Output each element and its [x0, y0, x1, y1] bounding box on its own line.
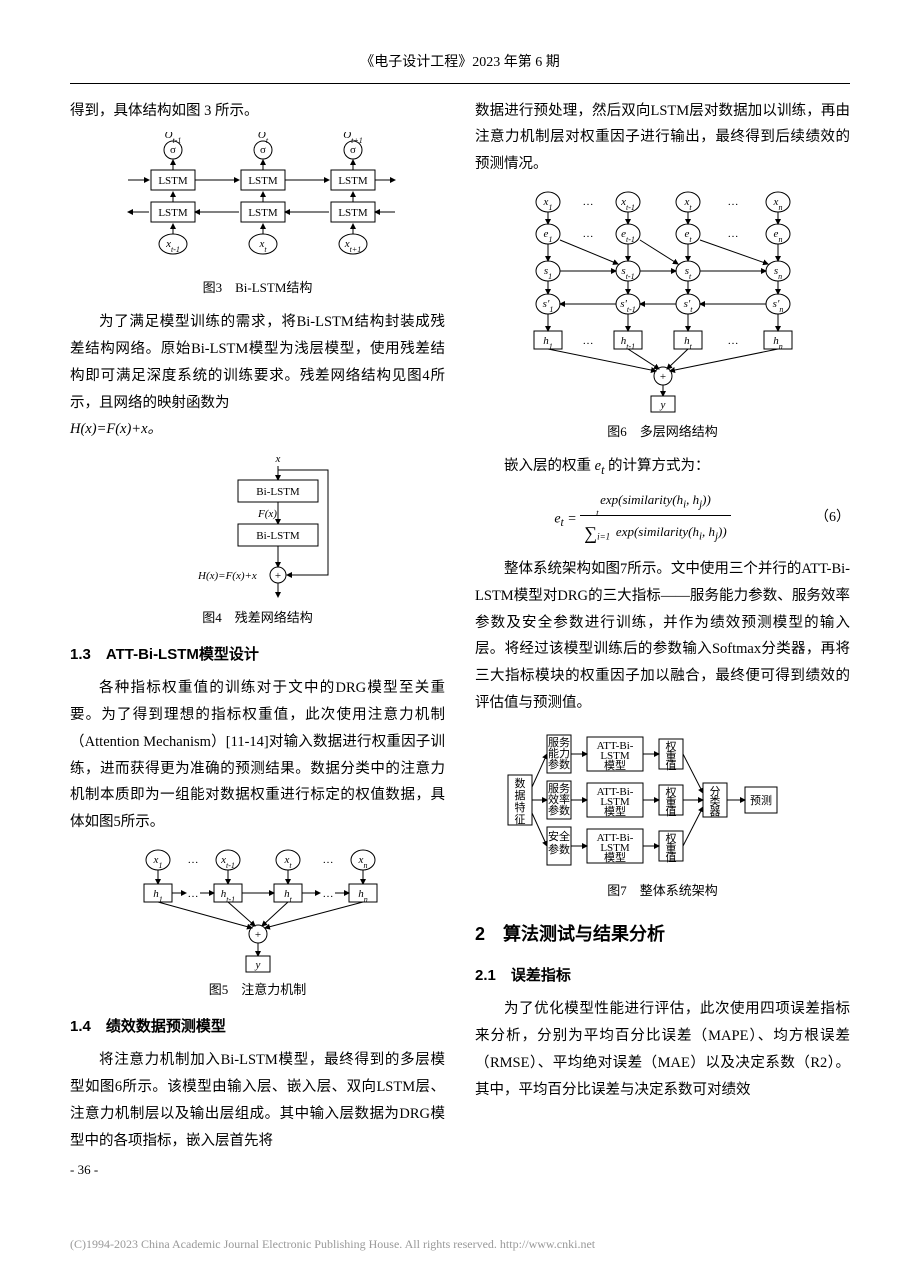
svg-text:值: 值: [665, 805, 676, 818]
figure-6-caption: 图6 多层网络结构: [475, 420, 850, 445]
paragraph: 数据进行预处理，然后双向LSTM层对数据加以训练，再由注意力机制层对权重因子进行…: [475, 98, 850, 178]
right-column: 数据进行预处理，然后双向LSTM层对数据加以训练，再由注意力机制层对权重因子进行…: [475, 98, 850, 1183]
figure-3-caption: 图3 Bi-LSTM结构: [70, 276, 445, 301]
paragraph: 为了满足模型训练的需求，将Bi-LSTM结构封装成残差结构网络。原始Bi-LST…: [70, 309, 445, 416]
svg-text:模型: 模型: [604, 804, 626, 818]
svg-text:σ: σ: [350, 144, 356, 156]
svg-text:Bi-LSTM: Bi-LSTM: [256, 486, 300, 498]
figure-7: 数 据 特 征 服务 能力 参数 ATT-Bi- LSTM 模型 权: [475, 725, 850, 904]
svg-text:参数: 参数: [548, 842, 570, 856]
two-column-layout: 得到，具体结构如图 3 所示。 σ Ot-1 LSTM LSTM xt-1 σ …: [70, 98, 850, 1183]
svg-text:LSTM: LSTM: [158, 207, 188, 219]
system-architecture-diagram: 数 据 特 征 服务 能力 参数 ATT-Bi- LSTM 模型 权: [503, 725, 823, 875]
svg-text:参数: 参数: [548, 757, 570, 771]
multilayer-diagram: x1 … xt-1 xt … xn e1 … et-1 et … en s1 s…: [513, 186, 813, 416]
svg-text:…: …: [322, 888, 333, 900]
svg-text:…: …: [727, 228, 738, 240]
svg-text:σ: σ: [260, 144, 266, 156]
heading-2-1: 2.1 误差指标: [475, 962, 850, 991]
paragraph: 整体系统架构如图7所示。文中使用三个并行的ATT-Bi-LSTM模型对DRG的三…: [475, 556, 850, 717]
svg-text:能力: 能力: [548, 746, 570, 760]
svg-text:器: 器: [709, 805, 720, 818]
svg-text:LSTM: LSTM: [338, 207, 368, 219]
svg-text:…: …: [322, 854, 333, 866]
figure-3: σ Ot-1 LSTM LSTM xt-1 σ Ot LSTM LSTM xt …: [70, 132, 445, 301]
footer-copyright: (C)1994-2023 China Academic Journal Elec…: [0, 1213, 920, 1276]
svg-text:H(x)=F(x)+x: H(x)=F(x)+x: [197, 570, 257, 582]
svg-text:…: …: [187, 854, 198, 866]
svg-text:+: +: [274, 570, 280, 582]
left-column: 得到，具体结构如图 3 所示。 σ Ot-1 LSTM LSTM xt-1 σ …: [70, 98, 445, 1183]
paragraph: 各种指标权重值的训练对于文中的DRG模型至关重要。为了得到理想的指标权重值，此次…: [70, 675, 445, 836]
paragraph: 将注意力机制加入Bi-LSTM模型，最终得到的多层模型如图6所示。该模型由输入层…: [70, 1047, 445, 1154]
figure-6: x1 … xt-1 xt … xn e1 … et-1 et … en s1 s…: [475, 186, 850, 445]
svg-text:y: y: [254, 959, 260, 971]
equation-inline: H(x)=F(x)+x。: [70, 416, 445, 444]
svg-text:模型: 模型: [604, 758, 626, 772]
svg-text:值: 值: [665, 759, 676, 772]
svg-text:y: y: [659, 399, 665, 411]
page-number: - 36 -: [70, 1158, 445, 1183]
bilstm-diagram: σ Ot-1 LSTM LSTM xt-1 σ Ot LSTM LSTM xt …: [113, 132, 403, 272]
svg-text:特: 特: [514, 800, 525, 814]
svg-text:据: 据: [514, 788, 525, 802]
figure-5: x1 … xt-1 xt … xn h1 … ht-1 ht …: [70, 844, 445, 1003]
svg-text:…: …: [582, 335, 593, 347]
eq6-intro: 嵌入层的权重 et 的计算方式为：: [475, 453, 850, 482]
attention-diagram: x1 … xt-1 xt … xn h1 … ht-1 ht …: [128, 844, 388, 974]
svg-text:Ot+1: Ot+1: [343, 132, 363, 145]
svg-text:模型: 模型: [604, 850, 626, 864]
residual-diagram: x Bi-LSTM F(x) Bi-LSTM + H(x)=F(x)+x: [158, 452, 358, 602]
svg-text:Bi-LSTM: Bi-LSTM: [256, 530, 300, 542]
svg-text:LSTM: LSTM: [248, 207, 278, 219]
svg-text:σ: σ: [170, 144, 176, 156]
svg-text:值: 值: [665, 851, 676, 864]
figure-4-caption: 图4 残差网络结构: [70, 606, 445, 631]
svg-text:LSTM: LSTM: [338, 175, 368, 187]
paragraph: 为了优化模型性能进行评估，此次使用四项误差指标来分析，分别为平均百分比误差（MA…: [475, 996, 850, 1103]
svg-text:征: 征: [514, 813, 525, 826]
svg-text:LSTM: LSTM: [248, 175, 278, 187]
heading-1-4: 1.4 绩效数据预测模型: [70, 1013, 445, 1042]
svg-text:预测: 预测: [750, 794, 772, 807]
svg-text:+: +: [659, 371, 665, 383]
svg-text:LSTM: LSTM: [158, 175, 188, 187]
heading-1-3: 1.3 ATT-Bi-LSTM模型设计: [70, 641, 445, 670]
figure-4: x Bi-LSTM F(x) Bi-LSTM + H(x)=F(x)+x 图4 …: [70, 452, 445, 631]
svg-text:…: …: [727, 196, 738, 208]
svg-text:安全: 安全: [548, 829, 570, 843]
svg-text:…: …: [727, 335, 738, 347]
svg-text:效率: 效率: [548, 792, 570, 806]
paragraph: 得到，具体结构如图 3 所示。: [70, 98, 445, 125]
equation-6: et = exp(similarity(hi, hj)) ∑i=1t exp(s…: [475, 488, 850, 550]
svg-text:…: …: [582, 228, 593, 240]
svg-text:参数: 参数: [548, 803, 570, 817]
svg-text:F(x): F(x): [257, 508, 277, 520]
svg-text:x: x: [274, 453, 280, 465]
svg-text:…: …: [187, 888, 198, 900]
page: 《电子设计工程》2023 年第 6 期 得到，具体结构如图 3 所示。 σ Ot…: [0, 0, 920, 1213]
figure-5-caption: 图5 注意力机制: [70, 978, 445, 1003]
svg-text:数: 数: [514, 777, 525, 790]
heading-2: 2 算法测试与结果分析: [475, 917, 850, 951]
page-header: 《电子设计工程》2023 年第 6 期: [70, 50, 850, 84]
svg-text:…: …: [582, 196, 593, 208]
svg-text:+: +: [254, 929, 260, 941]
figure-7-caption: 图7 整体系统架构: [475, 879, 850, 904]
